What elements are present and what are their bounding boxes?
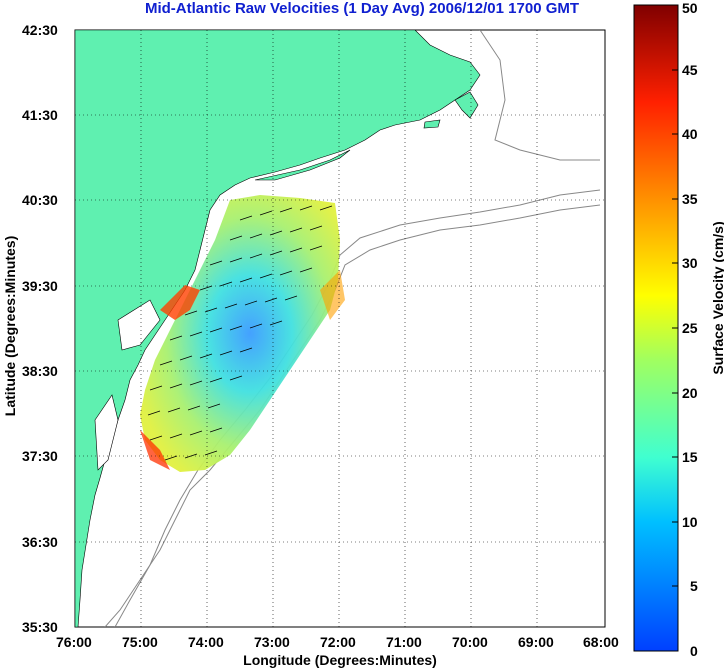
colorbar-tick-label: 15 — [682, 449, 698, 465]
x-tick-label: 73:00 — [254, 634, 290, 650]
y-tick-label: 35:30 — [22, 619, 58, 635]
y-tick-label: 42:30 — [22, 22, 58, 38]
x-tick-label: 76:00 — [56, 634, 92, 650]
x-tick-label: 72:00 — [320, 634, 356, 650]
y-tick-label: 38:30 — [22, 363, 58, 379]
grid-lines — [75, 30, 605, 627]
y-tick-label: 36:30 — [22, 534, 58, 550]
colorbar-tick-label: 45 — [682, 62, 698, 78]
colorbar-tick-label: 40 — [682, 126, 698, 142]
colorbar-tick-label: 10 — [682, 514, 698, 530]
x-tick-label: 69:00 — [518, 634, 554, 650]
velocity-vectors — [147, 205, 333, 461]
y-tick-label: 37:30 — [22, 448, 58, 464]
x-tick-label: 74:00 — [188, 634, 224, 650]
colorbar-tick-label: 35 — [682, 191, 698, 207]
x-axis-label: Longitude (Degrees:Minutes) — [243, 652, 437, 668]
x-tick-label: 70:00 — [452, 634, 488, 650]
colorbar — [633, 4, 679, 652]
colorbar-tick-label: 5 — [690, 578, 698, 594]
colorbar-tick-label: 20 — [682, 385, 698, 401]
y-tick-label: 39:30 — [22, 278, 58, 294]
x-tick-label: 68:00 — [583, 634, 619, 650]
map-title: Mid-Atlantic Raw Velocities (1 Day Avg) … — [144, 0, 580, 17]
colorbar-label: Surface Velocity (cm/s) — [710, 221, 724, 375]
y-tick-label: 41:30 — [22, 107, 58, 123]
colorbar-tick-label: 30 — [682, 255, 698, 271]
x-tick-label: 71:00 — [386, 634, 422, 650]
colorbar-ticks — [672, 4, 678, 652]
y-tick-label: 40:30 — [22, 192, 58, 208]
y-axis-label: Latitude (Degrees:Minutes) — [2, 235, 18, 417]
colorbar-tick-label: 50 — [682, 0, 698, 16]
land-area — [75, 30, 481, 627]
x-tick-label: 75:00 — [122, 634, 158, 650]
velocity-field — [140, 195, 340, 472]
colorbar-tick-label: 0 — [690, 643, 698, 659]
colorbar-tick-label: 25 — [682, 320, 698, 336]
